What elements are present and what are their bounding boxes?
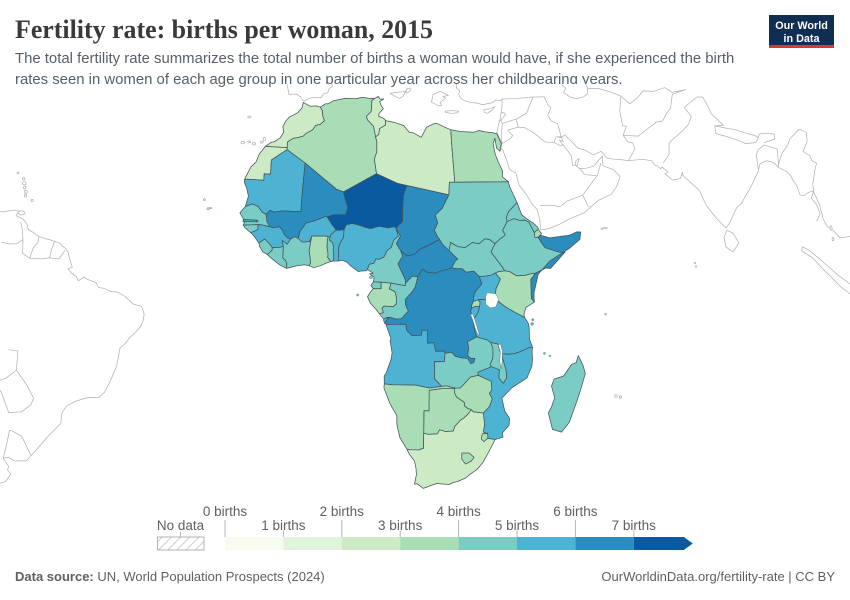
svg-text:0 births: 0 births bbox=[203, 504, 248, 519]
svg-text:4 births: 4 births bbox=[436, 504, 481, 519]
svg-text:7 births: 7 births bbox=[612, 518, 657, 533]
svg-text:3 births: 3 births bbox=[378, 518, 423, 533]
svg-text:2 births: 2 births bbox=[320, 504, 365, 519]
svg-text:6 births: 6 births bbox=[553, 504, 598, 519]
svg-text:5 births: 5 births bbox=[495, 518, 540, 533]
svg-text:1 births: 1 births bbox=[261, 518, 306, 533]
svg-text:No data: No data bbox=[157, 518, 205, 533]
